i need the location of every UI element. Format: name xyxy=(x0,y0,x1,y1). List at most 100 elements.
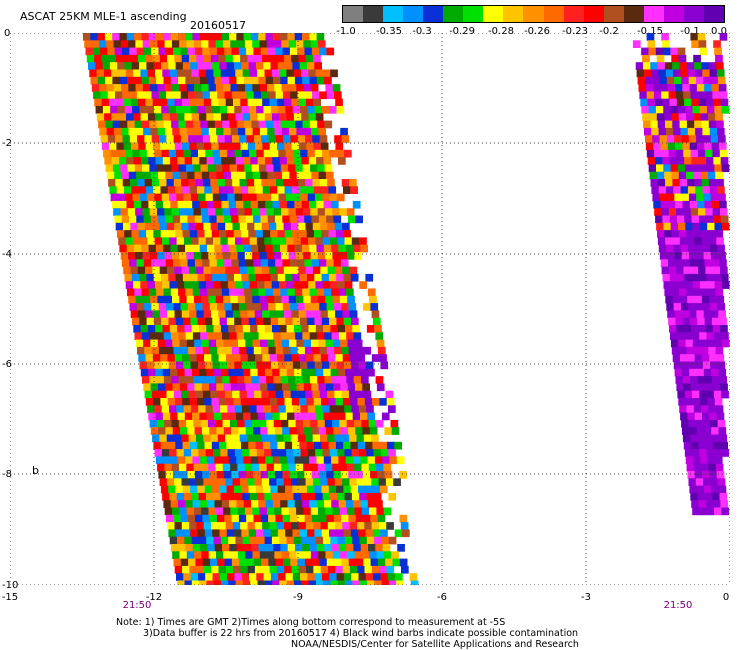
swath-cell xyxy=(233,186,242,194)
swath-cell xyxy=(688,478,697,486)
swath-cell xyxy=(256,237,265,246)
swath-cell xyxy=(314,441,322,450)
swath-cell xyxy=(207,456,215,465)
swath-cell xyxy=(667,193,675,202)
swath-cell xyxy=(252,40,260,48)
swath-cell xyxy=(246,91,255,100)
swath-cell xyxy=(242,536,251,545)
swath-cell xyxy=(165,339,173,348)
swath-cell xyxy=(271,193,279,202)
swath-cell xyxy=(248,106,257,114)
swath-cell xyxy=(206,536,214,545)
swath-cell xyxy=(240,98,248,107)
swath-cell xyxy=(720,325,728,333)
swath-cell xyxy=(244,376,252,384)
swath-cell xyxy=(296,507,304,516)
swath-cell xyxy=(323,368,331,377)
swath-cell xyxy=(317,164,325,173)
swath-cell xyxy=(264,237,272,246)
swath-cell xyxy=(290,434,299,443)
swath-cell xyxy=(222,463,231,472)
swath-cell xyxy=(147,325,156,333)
colorbar-swatch xyxy=(643,6,665,22)
swath-cell xyxy=(712,492,720,501)
swath-cell xyxy=(213,368,222,377)
swath-cell xyxy=(660,84,669,92)
swath-cell xyxy=(296,427,305,435)
swath-cell xyxy=(261,558,269,567)
swath-cell xyxy=(693,346,702,355)
swath-cell xyxy=(128,84,136,92)
swath-cell xyxy=(688,419,697,428)
swath-cell xyxy=(172,339,180,348)
swath-cell xyxy=(202,135,211,143)
colorbar-swatch xyxy=(443,6,464,22)
swath-cell xyxy=(100,135,109,143)
swath-cell xyxy=(686,288,694,297)
swath-cell xyxy=(382,544,391,552)
colorbar-swatch xyxy=(503,6,524,22)
swath-cell xyxy=(279,200,288,209)
swath-cell xyxy=(719,317,727,326)
swath-cell xyxy=(298,434,306,443)
swath-cell xyxy=(138,354,146,362)
swath-cell xyxy=(319,514,327,523)
swath-cell xyxy=(359,536,368,545)
swath-cell xyxy=(292,230,300,238)
swath-cell xyxy=(254,522,263,530)
swath-cell xyxy=(701,62,710,70)
swath-cell xyxy=(168,529,177,538)
swath-cell xyxy=(683,266,692,275)
swath-cell xyxy=(156,164,165,173)
swath-cell xyxy=(361,419,369,428)
swath-cell xyxy=(244,463,253,472)
swath-cell xyxy=(94,54,102,63)
swath-cell xyxy=(281,463,289,472)
swath-cell xyxy=(265,288,274,297)
swath-cell xyxy=(146,62,155,70)
swath-cell xyxy=(333,471,342,479)
swath-cell xyxy=(318,127,326,136)
swath-cell xyxy=(717,361,726,370)
swath-cell xyxy=(219,106,228,114)
swath-cell xyxy=(286,157,295,165)
swath-cell xyxy=(353,456,361,465)
swath-cell xyxy=(656,222,664,231)
swath-cell xyxy=(160,398,169,406)
swath-cell xyxy=(186,84,195,92)
swath-cell xyxy=(704,142,712,151)
swath-cell xyxy=(295,376,303,384)
swath-cell xyxy=(254,54,263,63)
swath-cell xyxy=(248,441,256,450)
swath-cell xyxy=(245,339,253,348)
swath-cell xyxy=(118,113,127,121)
swath-cell xyxy=(121,84,129,92)
swath-cell xyxy=(333,303,342,311)
swath-cell xyxy=(176,361,184,370)
swath-cell xyxy=(649,113,658,121)
swath-cell xyxy=(198,281,207,289)
swath-cell xyxy=(331,376,340,384)
swath-cell xyxy=(662,40,670,48)
swath-cell xyxy=(204,398,212,406)
swath-cell xyxy=(265,33,274,41)
swath-cell xyxy=(348,514,357,523)
swath-cell xyxy=(311,383,319,392)
colorbar-swatch xyxy=(403,6,424,22)
swath-cell xyxy=(326,558,335,567)
swath-cell xyxy=(225,522,234,530)
swath-cell xyxy=(701,354,710,362)
swath-cell xyxy=(347,383,356,392)
swath-cell xyxy=(285,62,293,70)
swath-cell xyxy=(238,47,247,56)
swath-cell xyxy=(721,281,730,289)
swath-cell xyxy=(313,186,322,194)
colorbar-swatch xyxy=(563,6,585,22)
swath-cell xyxy=(654,149,662,158)
swath-cell xyxy=(221,33,230,41)
swath-cell xyxy=(174,522,183,530)
swath-cell xyxy=(174,354,183,362)
swath-cell xyxy=(328,186,337,194)
swath-cell xyxy=(343,573,352,581)
swath-cell xyxy=(708,120,717,129)
